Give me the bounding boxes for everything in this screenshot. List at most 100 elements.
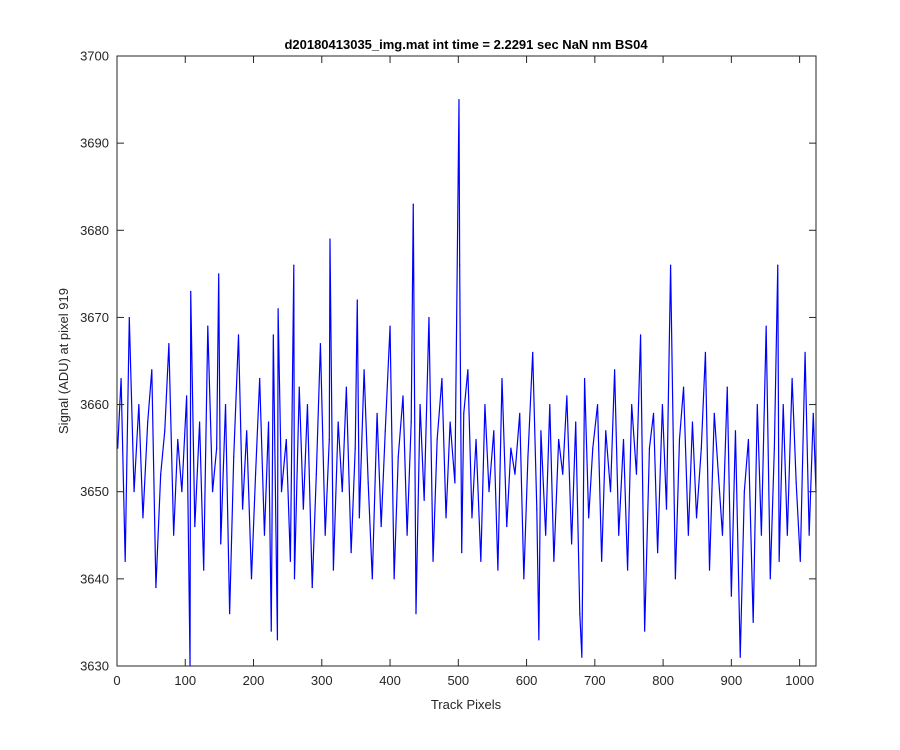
data-point [412, 203, 414, 205]
data-point [402, 395, 404, 397]
x-tick-label: 200 [243, 673, 265, 688]
data-point [328, 438, 330, 441]
data-point [337, 421, 339, 423]
data-point [808, 534, 810, 536]
data-point [652, 412, 655, 414]
data-point [220, 543, 222, 545]
data-point [380, 525, 382, 528]
data-point [497, 569, 499, 571]
data-point [177, 438, 179, 441]
data-point [553, 560, 555, 563]
data-point [791, 377, 793, 380]
data-point [341, 491, 343, 493]
data-point [700, 447, 702, 449]
data-point [581, 656, 583, 658]
data-point [160, 473, 162, 475]
data-point [250, 578, 253, 580]
x-tick-label: 100 [174, 673, 196, 688]
data-point [536, 508, 538, 510]
data-point [765, 325, 767, 327]
data-point [665, 508, 668, 510]
data-point [488, 491, 490, 493]
plot-frame [116, 55, 817, 667]
data-point [639, 334, 642, 336]
plot-area [117, 56, 816, 666]
data-point [657, 552, 659, 554]
data-point [329, 238, 331, 240]
x-axis-label: Track Pixels [431, 697, 502, 712]
data-point [436, 438, 438, 441]
y-tick-label: 3680 [80, 223, 109, 238]
data-point [760, 534, 762, 536]
data-point [259, 377, 261, 380]
data-point [406, 534, 408, 536]
data-point [397, 456, 399, 458]
data-point [471, 517, 473, 519]
data-point [229, 613, 231, 615]
data-point [371, 578, 373, 580]
data-point [475, 438, 477, 441]
data-point [532, 351, 534, 353]
data-point [186, 395, 188, 397]
data-point [410, 421, 412, 423]
data-point [155, 586, 157, 589]
data-point [389, 325, 391, 327]
data-point [173, 534, 175, 536]
series-layer [117, 98, 817, 667]
data-point [363, 369, 365, 371]
data-point [682, 386, 685, 388]
data-point [142, 517, 144, 519]
data-point [124, 560, 126, 563]
data-point [579, 613, 581, 615]
data-point [739, 656, 741, 658]
data-point [207, 325, 209, 327]
data-point [484, 403, 486, 406]
data-point [726, 386, 728, 388]
data-point [298, 386, 300, 388]
data-point [782, 403, 784, 406]
data-point [332, 569, 334, 571]
data-point [128, 316, 130, 319]
x-tick-label: 600 [516, 673, 538, 688]
data-point [393, 578, 395, 580]
data-point [777, 264, 779, 266]
data-point [549, 403, 551, 406]
data-point [190, 290, 192, 292]
data-point [311, 586, 313, 589]
data-point [216, 447, 218, 449]
data-point [458, 98, 460, 101]
data-point [627, 569, 629, 571]
data-point [428, 316, 430, 319]
data-point [138, 403, 140, 406]
data-point [454, 482, 456, 484]
y-tick-label: 3630 [80, 659, 109, 674]
data-point [354, 447, 356, 449]
series-line-0 [117, 99, 817, 667]
data-point [592, 447, 594, 449]
data-point [168, 342, 170, 345]
data-point [147, 421, 149, 423]
data-point [289, 560, 291, 563]
data-point [648, 447, 651, 449]
data-point [254, 473, 257, 475]
data-point [601, 560, 603, 563]
x-tick-label: 500 [447, 673, 469, 688]
y-tick-label: 3660 [80, 397, 109, 412]
y-tick-label: 3690 [80, 136, 109, 151]
data-point [575, 421, 577, 423]
data-point [605, 430, 607, 432]
y-tick-label: 3670 [80, 310, 109, 325]
data-point [218, 273, 220, 275]
data-point [730, 595, 732, 597]
data-point [358, 517, 360, 519]
x-tick-label: 400 [379, 673, 401, 688]
data-point [747, 438, 750, 441]
data-point [461, 552, 463, 554]
data-point [277, 308, 279, 310]
x-axis-ticks: 0 100 200 300 400 500 600 700 800 900 1000 [113, 56, 814, 688]
data-point [734, 430, 737, 432]
y-tick-label: 3700 [80, 49, 109, 64]
data-point [272, 334, 274, 336]
data-point [432, 560, 434, 563]
data-point [233, 456, 235, 458]
